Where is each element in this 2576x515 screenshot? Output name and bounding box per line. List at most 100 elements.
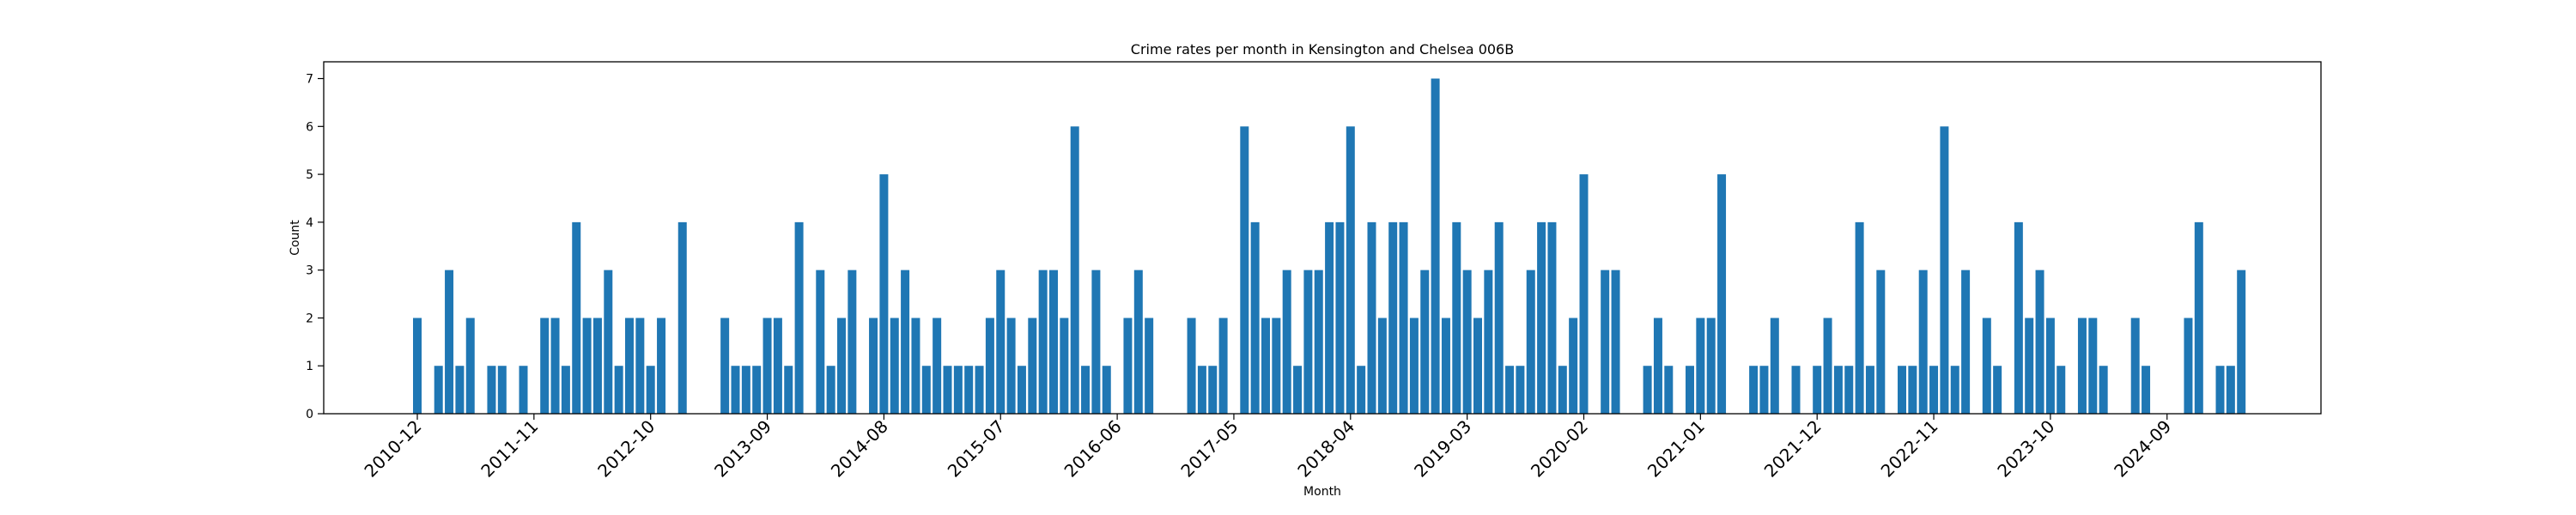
bar (1653, 318, 1662, 414)
bar (1918, 270, 1928, 414)
bar (879, 174, 889, 414)
bar (837, 318, 846, 414)
bar (2194, 221, 2203, 414)
bar (455, 366, 465, 414)
bar (1208, 366, 1218, 414)
bar (1218, 318, 1228, 414)
bar (1261, 318, 1270, 414)
y-tick-label: 4 (306, 216, 313, 230)
bar (901, 270, 910, 414)
y-axis: 0 1 2 3 4 5 6 7 (306, 73, 324, 421)
bar (445, 270, 454, 414)
bar (1558, 366, 1567, 414)
bar (1325, 221, 1334, 414)
bar (1335, 221, 1345, 414)
bar (1516, 366, 1525, 414)
bar (1197, 366, 1206, 414)
bar (752, 366, 762, 414)
bar (1749, 366, 1759, 414)
bar (2226, 366, 2235, 414)
bar (890, 318, 899, 414)
bar (1833, 366, 1843, 414)
bar (1855, 221, 1864, 414)
bar (2099, 366, 2108, 414)
bar (1929, 366, 1939, 414)
bar (592, 318, 602, 414)
bar (465, 318, 475, 414)
bar (1441, 318, 1450, 414)
x-tick-label: 2021-01 (1643, 416, 1709, 482)
bar (1473, 318, 1482, 414)
bar (1876, 270, 1886, 414)
bar (741, 366, 750, 414)
bars-group (413, 78, 2246, 415)
bar (1388, 221, 1398, 414)
bar (1526, 270, 1535, 414)
bar (943, 366, 952, 414)
bar (1643, 366, 1652, 414)
bar (784, 366, 793, 414)
bar (1844, 366, 1854, 414)
bar (1357, 366, 1366, 414)
bar (1346, 126, 1355, 414)
bar (1505, 366, 1515, 414)
bar (731, 366, 740, 414)
bar (1240, 126, 1249, 414)
x-tick-label: 2022-11 (1877, 416, 1942, 482)
bar (550, 318, 560, 414)
bar (975, 366, 984, 414)
bar (1091, 270, 1101, 414)
bar (720, 318, 730, 414)
bar (2045, 318, 2055, 414)
bar (1706, 318, 1716, 414)
bar (2014, 221, 2023, 414)
y-tick-label: 3 (306, 264, 313, 278)
bar (519, 366, 528, 414)
x-axis: 2010-12 2011-11 2012-10 2013-09 2014-08 2015-… (360, 414, 2175, 482)
bar (677, 221, 687, 414)
bar (561, 366, 570, 414)
bar (1081, 366, 1091, 414)
x-tick-label: 2023-10 (1993, 416, 2058, 482)
x-tick-label: 2018-04 (1293, 416, 1358, 482)
bar (540, 318, 550, 414)
bar (1006, 318, 1016, 414)
bar (911, 318, 920, 414)
bar (1049, 270, 1058, 414)
bar (1940, 126, 1949, 414)
x-tick-label: 2020-02 (1527, 416, 1592, 482)
x-tick-label: 2015-07 (944, 416, 1009, 482)
bar (1993, 366, 2002, 414)
bar (1770, 318, 1779, 414)
bar (2142, 366, 2151, 414)
bar (1950, 366, 1959, 414)
bar (1686, 366, 1694, 414)
bar (1420, 270, 1430, 414)
bar (1102, 366, 1111, 414)
bar (773, 318, 782, 414)
bar (1123, 318, 1133, 414)
bar (434, 366, 443, 414)
bar (572, 221, 581, 414)
bar (1717, 174, 1727, 414)
bar (1791, 366, 1801, 414)
bar (1601, 270, 1610, 414)
bar (2215, 366, 2225, 414)
bar (1409, 318, 1419, 414)
bar (2057, 366, 2066, 414)
bar (826, 366, 835, 414)
bar (1070, 126, 1079, 414)
x-tick-label: 2016-06 (1060, 416, 1126, 482)
bar (1813, 366, 1822, 414)
y-tick-label: 5 (306, 168, 313, 182)
bar (1908, 366, 1917, 414)
x-tick-label: 2021-12 (1760, 416, 1826, 482)
bar (1664, 366, 1674, 414)
chart-title: Crime rates per month in Kensington and … (1131, 41, 1514, 58)
bar (2184, 318, 2193, 414)
y-tick-label: 1 (306, 360, 313, 373)
bar (1537, 221, 1546, 414)
bar (1696, 318, 1705, 414)
x-tick-label: 2014-08 (827, 416, 892, 482)
